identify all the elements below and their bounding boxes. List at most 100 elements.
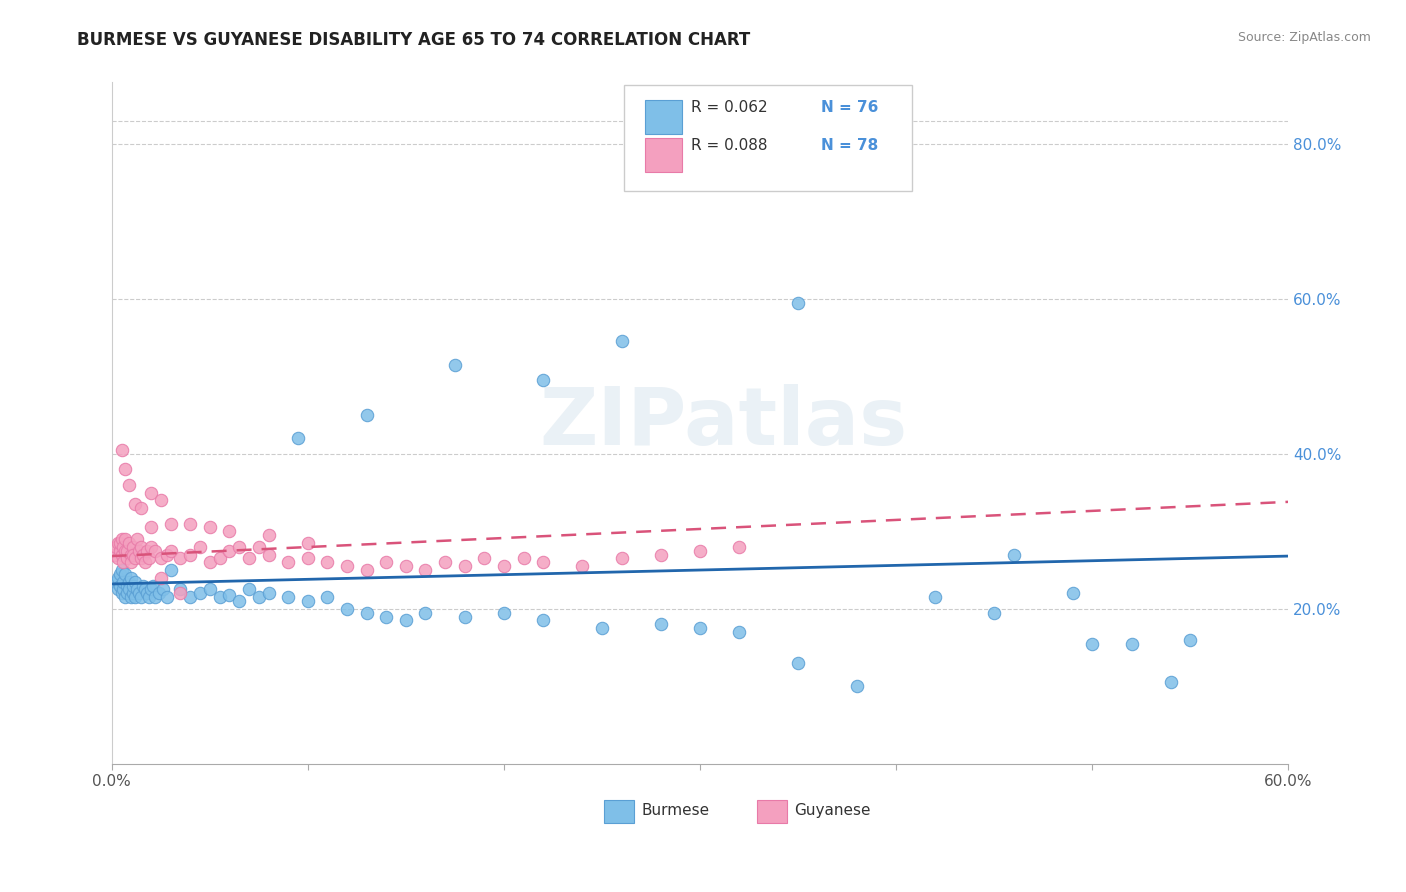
Point	[238, 582, 260, 597]
Point	[1002, 548, 1025, 562]
Point	[395, 614, 418, 628]
Point	[277, 590, 299, 604]
Point	[122, 540, 145, 554]
Point	[124, 574, 146, 589]
Point	[118, 574, 141, 589]
Point	[103, 548, 125, 562]
Point	[148, 586, 170, 600]
Point	[1121, 637, 1143, 651]
Point	[531, 614, 554, 628]
Point	[257, 586, 280, 600]
Point	[136, 543, 159, 558]
Point	[1081, 637, 1104, 651]
Point	[198, 555, 221, 569]
Point	[114, 590, 136, 604]
Point	[188, 540, 211, 554]
FancyBboxPatch shape	[645, 137, 682, 172]
Point	[257, 548, 280, 562]
Point	[316, 555, 339, 569]
Point	[108, 536, 131, 550]
Point	[247, 540, 270, 554]
FancyBboxPatch shape	[603, 800, 634, 823]
Point	[117, 551, 139, 566]
Point	[156, 548, 179, 562]
Point	[218, 588, 240, 602]
Point	[198, 520, 221, 534]
Point	[247, 590, 270, 604]
Point	[287, 431, 309, 445]
Point	[169, 582, 191, 597]
Point	[129, 551, 152, 566]
Point	[112, 540, 135, 554]
Point	[122, 578, 145, 592]
Point	[650, 548, 672, 562]
Point	[454, 609, 477, 624]
Point	[444, 358, 467, 372]
Point	[112, 574, 135, 589]
Point	[124, 551, 146, 566]
Point	[139, 485, 162, 500]
Point	[117, 586, 139, 600]
Point	[159, 563, 181, 577]
Point	[787, 295, 810, 310]
Point	[118, 477, 141, 491]
Point	[149, 493, 172, 508]
Point	[129, 501, 152, 516]
Point	[138, 551, 160, 566]
Point	[159, 516, 181, 531]
Point	[142, 578, 165, 592]
Point	[228, 540, 250, 554]
Point	[336, 601, 359, 615]
Point	[983, 606, 1005, 620]
Point	[118, 582, 141, 597]
Point	[924, 590, 946, 604]
Point	[415, 563, 437, 577]
Point	[107, 551, 129, 566]
Point	[139, 540, 162, 554]
Point	[114, 462, 136, 476]
Point	[728, 540, 751, 554]
Point	[208, 551, 231, 566]
Point	[107, 536, 129, 550]
Point	[689, 621, 711, 635]
Text: N = 76: N = 76	[821, 100, 879, 115]
Point	[132, 578, 155, 592]
Point	[277, 555, 299, 569]
Point	[356, 563, 378, 577]
Point	[107, 582, 129, 597]
Point	[110, 586, 132, 600]
Point	[650, 617, 672, 632]
Point	[728, 625, 751, 640]
Point	[512, 551, 534, 566]
Point	[143, 543, 166, 558]
Point	[846, 679, 869, 693]
Point	[122, 586, 145, 600]
Point	[149, 551, 172, 566]
Point	[120, 548, 142, 562]
Point	[114, 532, 136, 546]
Point	[208, 590, 231, 604]
Point	[112, 555, 135, 569]
Point	[375, 609, 398, 624]
Point	[138, 590, 160, 604]
Point	[118, 536, 141, 550]
Point	[110, 532, 132, 546]
Point	[238, 551, 260, 566]
Point	[139, 582, 162, 597]
Point	[149, 571, 172, 585]
Point	[110, 442, 132, 457]
Point	[136, 586, 159, 600]
Point	[134, 555, 156, 569]
Point	[152, 582, 174, 597]
Point	[124, 497, 146, 511]
Point	[120, 571, 142, 585]
Point	[472, 551, 495, 566]
Point	[492, 606, 515, 620]
Point	[179, 516, 201, 531]
Point	[108, 543, 131, 558]
Text: BURMESE VS GUYANESE DISABILITY AGE 65 TO 74 CORRELATION CHART: BURMESE VS GUYANESE DISABILITY AGE 65 TO…	[77, 31, 751, 49]
Point	[110, 548, 132, 562]
Point	[128, 543, 150, 558]
Text: R = 0.062: R = 0.062	[690, 100, 768, 115]
Point	[169, 551, 191, 566]
